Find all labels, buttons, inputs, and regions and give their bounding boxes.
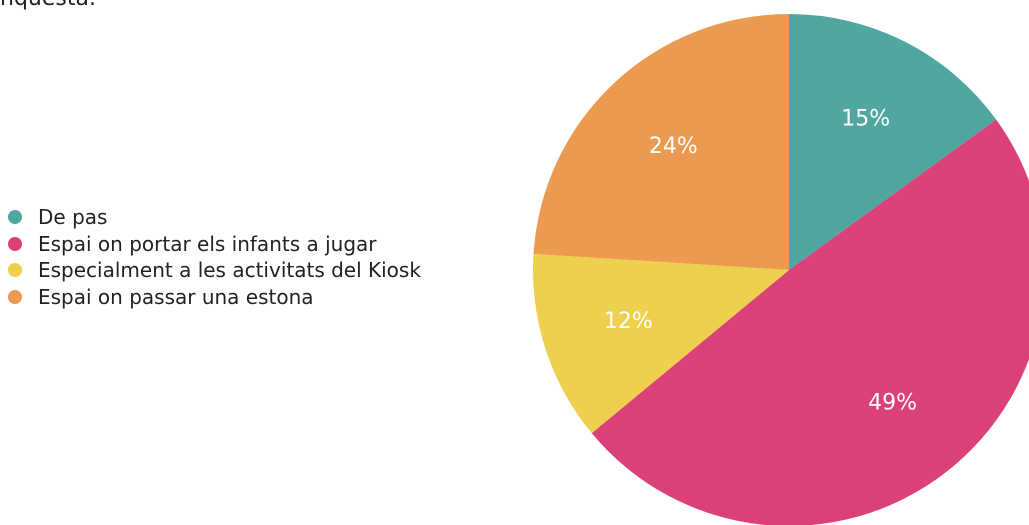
pie-slice bbox=[789, 14, 997, 270]
legend-marker bbox=[8, 210, 22, 225]
legend-marker bbox=[8, 263, 22, 278]
chart-legend: De pas Espai on portar els infants a juga… bbox=[8, 204, 421, 310]
legend-label: Especialment a les activitats del Kiosk bbox=[38, 258, 421, 283]
pie-slice bbox=[591, 119, 1029, 525]
legend-label: Espai on passar una estona bbox=[38, 284, 314, 309]
legend-item: Espai on portar els infants a jugar bbox=[8, 231, 421, 258]
slice-label: 15% bbox=[841, 106, 890, 131]
legend-item: Especialment a les activitats del Kiosk bbox=[8, 257, 421, 284]
slice-label: 12% bbox=[604, 309, 653, 334]
slice-label: 49% bbox=[868, 391, 917, 416]
page-title-fragment: nquesta. bbox=[0, 0, 96, 11]
legend-marker bbox=[8, 236, 22, 251]
legend-label: De pas bbox=[38, 205, 108, 230]
pie-slice bbox=[533, 14, 789, 270]
pie-slice bbox=[533, 253, 789, 434]
legend-item: De pas bbox=[8, 204, 421, 231]
slice-label: 24% bbox=[649, 134, 698, 159]
legend-item: Espai on passar una estona bbox=[8, 284, 421, 311]
legend-label: Espai on portar els infants a jugar bbox=[38, 231, 377, 256]
legend-marker bbox=[8, 289, 22, 304]
